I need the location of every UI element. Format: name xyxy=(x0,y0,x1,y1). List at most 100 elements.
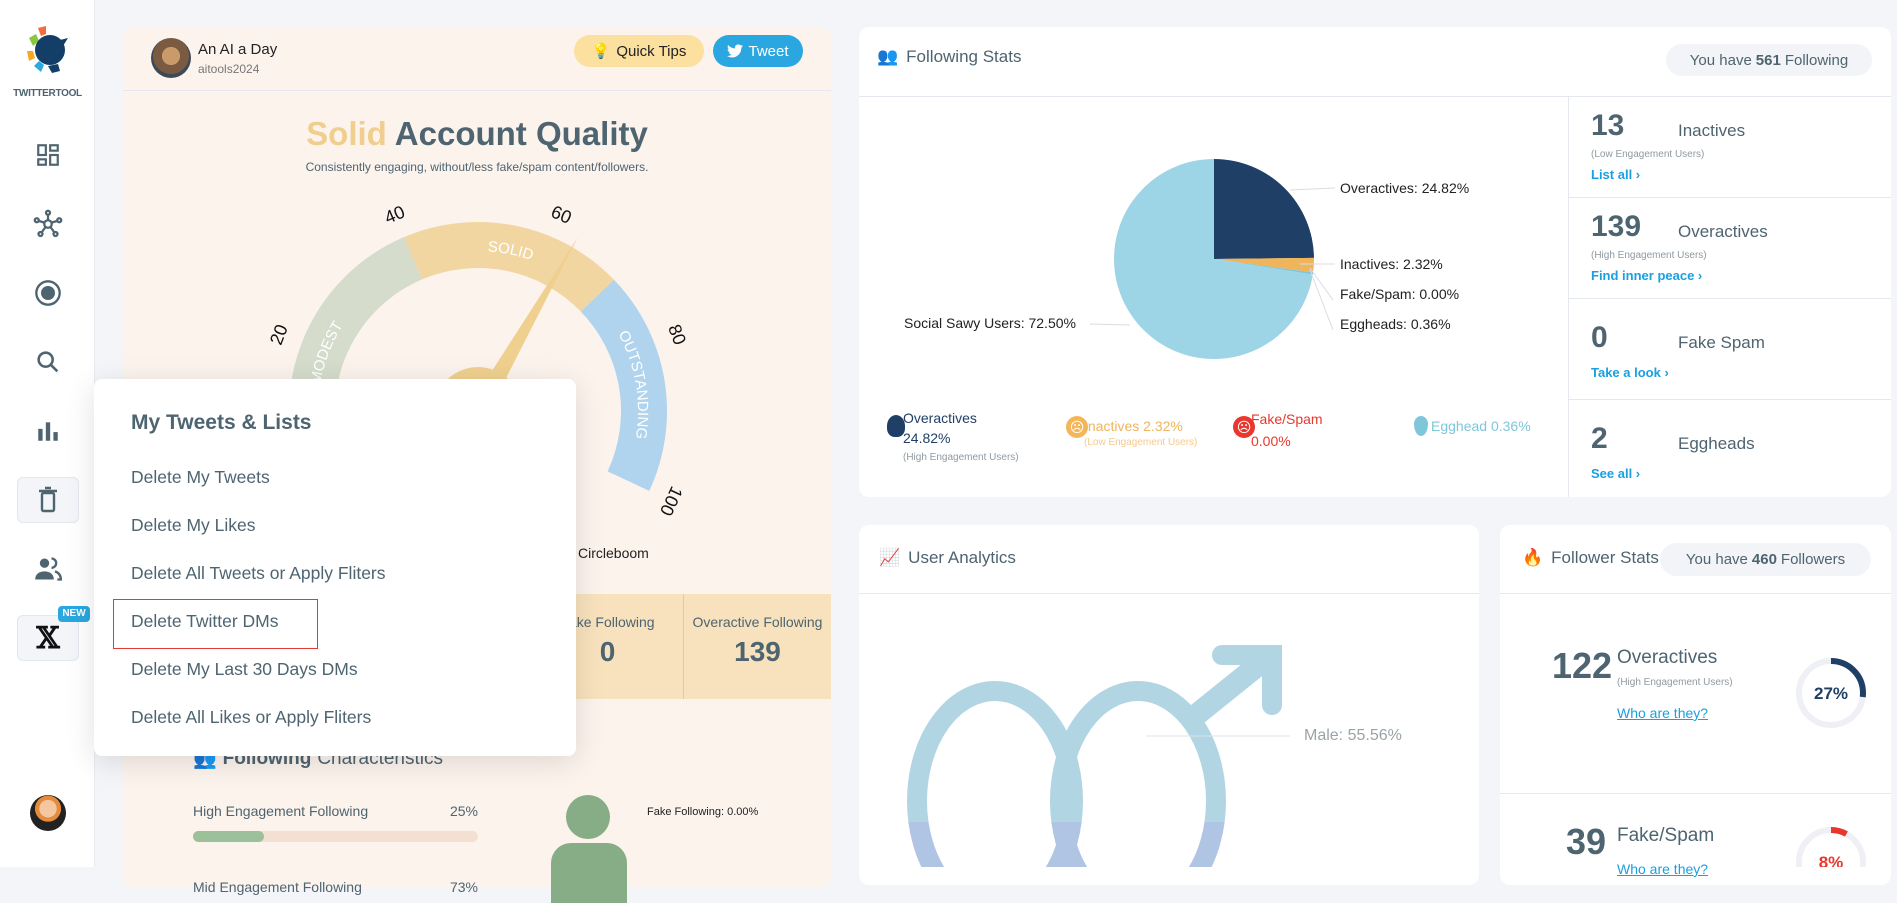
twittertool-logo[interactable] xyxy=(24,24,72,81)
menu-item-delete-my-tweets[interactable]: Delete My Tweets xyxy=(131,467,270,487)
legend-overactives: Overactives 24.82% (High Engagement Users) xyxy=(903,410,1019,463)
menu-item-delete-twitter-dms[interactable]: Delete Twitter DMs xyxy=(131,611,279,631)
twitter-bird-icon xyxy=(727,44,744,58)
person-body-icon xyxy=(551,843,627,903)
sidebar: TWITTERTOOL 𝕏 NEW xyxy=(0,0,95,867)
line-chart-icon: 📈 xyxy=(879,548,901,567)
stat-link[interactable]: Find inner peace › xyxy=(1591,268,1703,283)
users-icon[interactable] xyxy=(17,546,79,592)
following-stats-title: Following Stats xyxy=(906,47,1022,66)
overactive-count: 122 xyxy=(1552,645,1613,686)
stat-label: Overactive Following xyxy=(692,614,823,630)
pie-label-overactives: Overactives: 24.82% xyxy=(1340,180,1470,196)
sad-face-icon: ☹ xyxy=(1066,416,1088,438)
high-engagement-bar xyxy=(193,831,478,842)
stat-sub: (High Engagement Users) xyxy=(1591,250,1707,261)
legend-inactives: Inactives 2.32% (Low Engagement Users) xyxy=(1084,418,1198,448)
stat-link[interactable]: Take a look › xyxy=(1591,365,1669,380)
side-stat-fake-spam: 0 Fake Spam Take a look › xyxy=(1569,299,1891,400)
follower-count-badge: You have 460 Followers xyxy=(1660,543,1871,576)
tweet-button[interactable]: Tweet xyxy=(713,35,803,67)
user-analytics-title: User Analytics xyxy=(908,548,1016,567)
mid-engagement-pct: 73% xyxy=(449,879,478,895)
stat-label: Fake Following xyxy=(560,614,655,630)
stat-link[interactable]: See all › xyxy=(1591,466,1641,481)
menu-item-delete-all-tweets[interactable]: Delete All Tweets or Apply Fliters xyxy=(131,563,386,583)
brain-head-icon xyxy=(887,415,905,437)
menu-title: My Tweets & Lists xyxy=(131,411,312,434)
network-icon[interactable] xyxy=(17,201,79,247)
stat-fake-following: Fake Following 0 xyxy=(532,594,684,699)
x-icon[interactable]: 𝕏 xyxy=(17,615,79,661)
side-stat-overactives: 139 Overactives (High Engagement Users) … xyxy=(1569,198,1891,299)
who-are-they-link[interactable]: Who are they? xyxy=(1617,705,1709,721)
stat-value: 0 xyxy=(599,636,616,667)
quality-title-text: Account Quality xyxy=(394,115,648,152)
overactive-sub: (High Engagement Users) xyxy=(1617,677,1733,688)
stat-number: 139 xyxy=(1591,210,1642,243)
pie-label-eggheads: Eggheads: 0.36% xyxy=(1340,316,1451,332)
lightbulb-icon: 💡 xyxy=(591,43,611,60)
mid-engagement-label: Mid Engagement Following xyxy=(193,879,362,895)
pie-label-social-savvy: Social Sawy Users: 72.50% xyxy=(904,315,1076,331)
stat-sub: (Low Engagement Users) xyxy=(1591,149,1705,160)
user-analytics-card: 📈 User Analytics Male: 55.56% xyxy=(859,525,1479,885)
divider xyxy=(859,96,1891,97)
flame-icon: 🔥 xyxy=(1522,548,1544,567)
fake-following-label: Fake Following: 0.00% xyxy=(647,806,759,818)
stat-label: Inactives xyxy=(1678,121,1746,140)
legend-fake-spam: Fake/Spam 0.00% xyxy=(1251,411,1323,449)
legend-egghead: Egghead 0.36% xyxy=(1431,418,1531,434)
divider xyxy=(1500,793,1891,794)
pie-label-fake-spam: Fake/Spam: 0.00% xyxy=(1340,286,1460,302)
who-are-they-link[interactable]: Who are they? xyxy=(1617,861,1709,877)
tweet-label: Tweet xyxy=(748,42,789,60)
quality-title: Solid Account Quality xyxy=(123,115,831,153)
stat-number: 2 xyxy=(1591,422,1608,455)
menu-item-delete-all-likes[interactable]: Delete All Likes or Apply Fliters xyxy=(131,707,372,727)
user-avatar[interactable] xyxy=(30,795,66,831)
quick-tips-button[interactable]: 💡 Quick Tips xyxy=(574,35,704,67)
divider xyxy=(1500,593,1891,594)
quality-subtitle: Consistently engaging, without/less fake… xyxy=(305,160,649,174)
side-stat-eggheads: 2 Eggheads See all › xyxy=(1569,400,1891,501)
following-stats-header: 👥 Following Stats xyxy=(877,47,1021,67)
users-group-icon: 👥 xyxy=(877,47,899,66)
stat-link[interactable]: List all › xyxy=(1591,167,1641,182)
trash-icon[interactable] xyxy=(17,477,79,523)
side-stat-inactives: 13 Inactives (Low Engagement Users) List… xyxy=(1569,97,1891,198)
stat-overactive-following: Overactive Following 139 xyxy=(684,594,831,699)
quick-tips-label: Quick Tips xyxy=(616,42,687,60)
following-count-badge: You have 561 Following xyxy=(1666,44,1872,76)
highlight-box xyxy=(113,599,318,649)
divider xyxy=(123,90,831,91)
target-icon[interactable] xyxy=(17,270,79,316)
profile-name: An AI a Day xyxy=(198,41,278,58)
bar-chart-icon[interactable] xyxy=(17,408,79,454)
menu-item-delete-my-likes[interactable]: Delete My Likes xyxy=(131,515,256,535)
follower-stats-header: 🔥 Follower Stats xyxy=(1522,548,1672,568)
follower-stats-card: 🔥 Follower Stats You have 460 Followers 122… xyxy=(1500,525,1891,885)
user-analytics-header: 📈 User Analytics xyxy=(879,548,1016,568)
profile-handle: aitools2024 xyxy=(198,62,260,76)
high-engagement-label: High Engagement Following xyxy=(193,803,369,819)
stat-number: 13 xyxy=(1591,109,1625,142)
person-head-icon xyxy=(566,795,610,839)
my-tweets-lists-menu: My Tweets & Lists Delete My Tweets Delet… xyxy=(94,379,576,756)
search-icon[interactable] xyxy=(17,339,79,385)
bar-fill xyxy=(193,831,265,842)
divider xyxy=(859,593,1479,594)
stat-label: Fake Spam xyxy=(1678,333,1765,352)
profile-avatar xyxy=(151,38,191,78)
quality-word: Solid xyxy=(306,115,387,152)
fake-spam-count: 39 xyxy=(1566,821,1607,862)
follower-stats-title: Follower Stats xyxy=(1551,548,1659,567)
pie-label-inactives: Inactives: 2.32% xyxy=(1340,256,1443,272)
male-percentage-label: Male: 55.56% xyxy=(1304,727,1402,744)
powered-by-label: Circleboom xyxy=(578,545,649,561)
menu-item-delete-last-30-days-dms[interactable]: Delete My Last 30 Days DMs xyxy=(131,659,358,679)
stat-value: 139 xyxy=(734,636,781,667)
following-side-stats: 13 Inactives (Low Engagement Users) List… xyxy=(1569,97,1891,497)
dashboard-icon[interactable] xyxy=(17,132,79,178)
egg-icon xyxy=(1414,416,1428,436)
